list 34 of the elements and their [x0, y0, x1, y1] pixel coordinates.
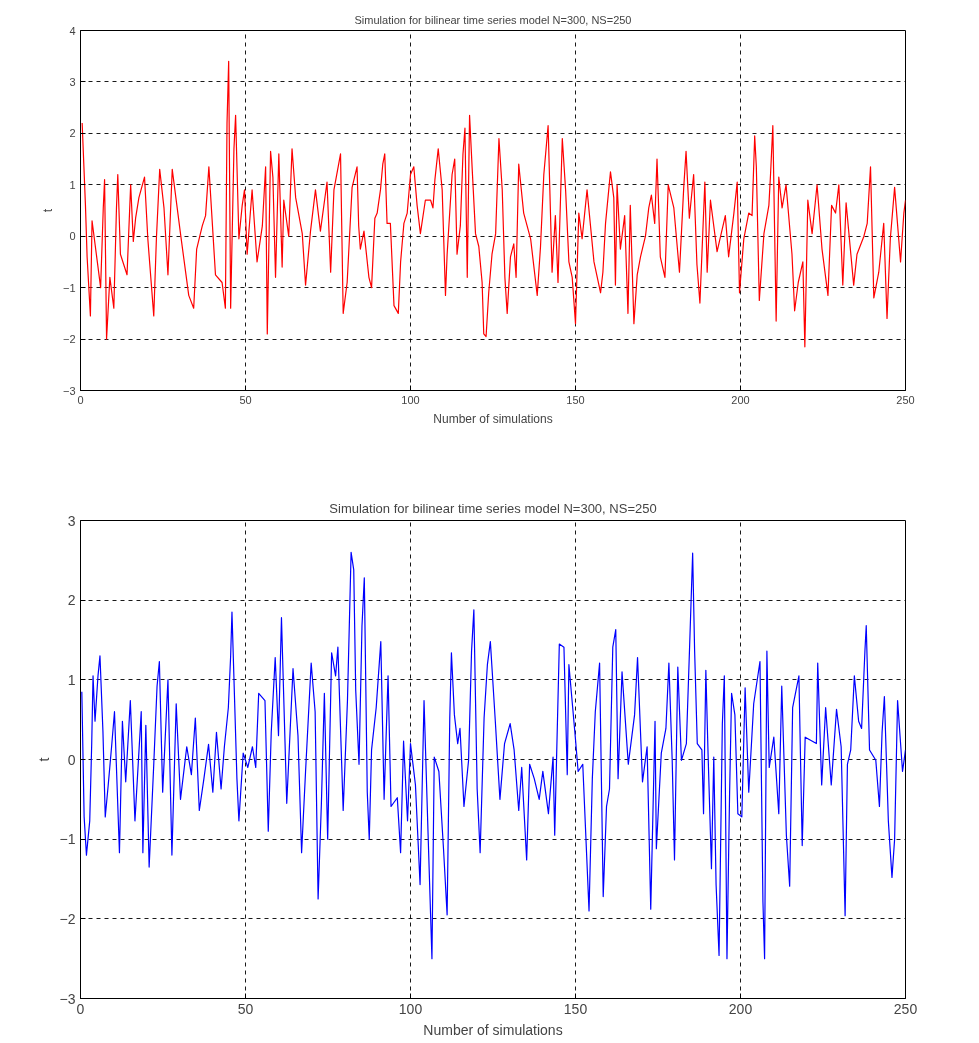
chart-title: Simulation for bilinear time series model N=300, NS=250	[354, 13, 632, 26]
y-tick-label: −1	[62, 281, 76, 294]
x-tick-label: 250	[896, 393, 915, 406]
x-tick-label: 100	[401, 393, 420, 406]
x-tick-label: 150	[566, 393, 585, 406]
x-tick-label: 50	[237, 1000, 254, 1017]
x-axis-title: Number of simulations	[423, 1021, 563, 1038]
y-tick-label: 4	[69, 24, 76, 37]
chart-title: Simulation for bilinear time series model N=300, NS=250	[329, 500, 657, 516]
y-tick-label: 0	[69, 230, 76, 243]
x-tick-label: 200	[728, 1000, 753, 1017]
y-tick-label: −2	[59, 910, 76, 927]
y-tick-label: −1	[59, 831, 76, 848]
line-series	[81, 551, 906, 960]
x-tick-label: 150	[563, 1000, 588, 1017]
y-tick-label: −3	[59, 990, 76, 1007]
y-tick-label: 1	[69, 178, 76, 191]
y-tick-label: 1	[67, 671, 76, 688]
x-tick-label: 100	[398, 1000, 423, 1017]
y-tick-label: −3	[62, 384, 76, 397]
x-tick-label: 200	[731, 393, 750, 406]
line-series	[81, 60, 906, 348]
x-tick-label: 0	[77, 393, 84, 406]
y-axis-title: t	[40, 208, 55, 213]
y-tick-label: 2	[69, 127, 76, 140]
y-tick-label: 2	[67, 592, 76, 609]
x-tick-label: 250	[893, 1000, 918, 1017]
y-tick-label: 3	[67, 512, 76, 529]
y-axis-title: t	[35, 757, 52, 762]
y-tick-label: −2	[62, 333, 76, 346]
y-tick-label: 3	[69, 75, 76, 88]
y-tick-label: 0	[67, 751, 76, 768]
x-axis-title: Number of simulations	[433, 411, 553, 426]
x-tick-label: 50	[239, 393, 252, 406]
